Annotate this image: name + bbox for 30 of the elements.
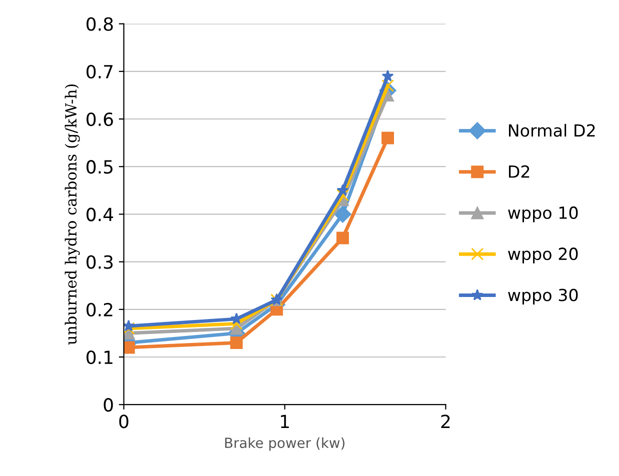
x-axis-title: Brake power (kw) bbox=[225, 437, 344, 451]
y-tick-label: 0.5 bbox=[86, 160, 112, 174]
y-tick-label: 0.8 bbox=[86, 17, 113, 31]
x-tick-label: 0 bbox=[119, 414, 128, 428]
point bbox=[382, 70, 394, 82]
legend-label: Normal D2 bbox=[508, 124, 595, 137]
point bbox=[124, 322, 135, 335]
legend-label: D2 bbox=[508, 165, 530, 178]
x-tick-label: 1 bbox=[280, 414, 289, 428]
point bbox=[336, 188, 349, 202]
point bbox=[230, 336, 243, 349]
point bbox=[334, 206, 352, 223]
y-tick-label: 0.6 bbox=[86, 112, 113, 126]
point bbox=[381, 132, 394, 144]
point bbox=[336, 184, 349, 196]
y-tick-label: 0.2 bbox=[86, 302, 112, 317]
point bbox=[336, 232, 349, 244]
legend-label: wppo 10 bbox=[508, 206, 578, 222]
legend-label: wppo 20 bbox=[508, 248, 578, 264]
point bbox=[230, 312, 242, 324]
y-tick-label: 0.4 bbox=[86, 208, 114, 222]
y-tick-label: 0.1 bbox=[86, 350, 112, 364]
point bbox=[124, 320, 135, 332]
legend-label: wppo 30 bbox=[508, 288, 578, 305]
y-tick-label: 0.7 bbox=[86, 64, 113, 79]
y-tick-label: 0 bbox=[104, 398, 113, 412]
point bbox=[124, 341, 135, 354]
y-tick-label: 0.3 bbox=[86, 255, 113, 269]
x-tick-label: 2 bbox=[441, 414, 450, 428]
y-axis-title: unburned hydro carbons (g/kW-h) bbox=[64, 84, 80, 345]
